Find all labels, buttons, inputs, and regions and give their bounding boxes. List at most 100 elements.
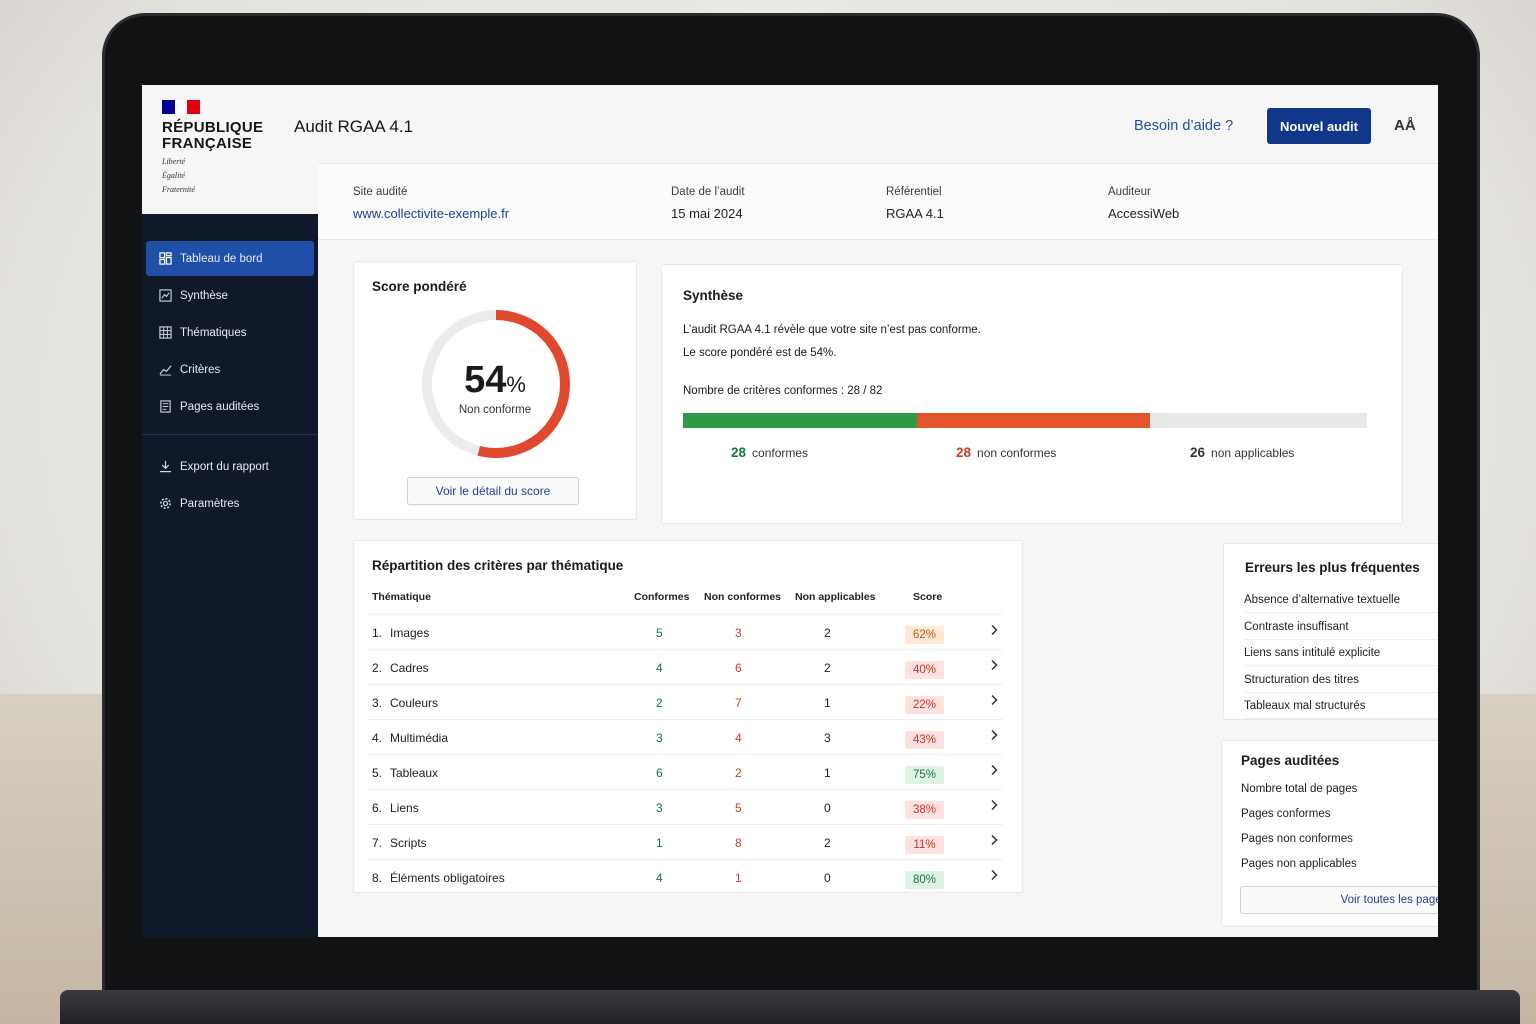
legend-non-conformes-count: 28 bbox=[956, 445, 972, 460]
sidebar-item-export[interactable]: Export du rapport bbox=[146, 449, 314, 484]
row-thematique: Couleurs bbox=[390, 696, 439, 710]
criteria-stacked-bar bbox=[683, 413, 1367, 428]
dashboard-icon bbox=[159, 252, 172, 265]
all-pages-button[interactable]: Voir toutes les pages bbox=[1240, 886, 1438, 914]
synthese-card: Synthèse L’audit RGAA 4.1 révèle que vot… bbox=[661, 264, 1403, 524]
row-thematique: Liens bbox=[390, 801, 419, 815]
trend-icon bbox=[159, 365, 172, 376]
error-item[interactable]: Absence d’alternative textuelle24 bbox=[1244, 587, 1438, 613]
table-row[interactable]: 6. Liens 3 5 0 38% bbox=[368, 789, 1002, 824]
row-number: 6. bbox=[372, 801, 383, 815]
pages-stat-label: Nombre total de pages bbox=[1241, 783, 1358, 795]
chevron-right-icon[interactable] bbox=[989, 799, 999, 811]
row-thematique: Images bbox=[390, 626, 430, 640]
text-size-icon[interactable]: AÅ bbox=[1394, 117, 1416, 134]
audit-site: Site audité www.collectivite-exemple.fr bbox=[353, 186, 509, 221]
pages-auditees-card: Pages auditées Nombre total de pages50 Pa… bbox=[1221, 740, 1438, 927]
row-score-badge: 40% bbox=[905, 661, 944, 679]
row-non-applicables: 0 bbox=[824, 801, 831, 815]
error-item[interactable]: Structuration des titres12 bbox=[1244, 667, 1438, 693]
sidebar: RÉPUBLIQUE FRANÇAISE Liberté Égalité Fra… bbox=[142, 85, 318, 937]
table-row[interactable]: 7. Scripts 1 8 2 11% bbox=[368, 824, 1002, 859]
sidebar-item-parametres[interactable]: Paramètres bbox=[146, 486, 314, 521]
chevron-right-icon[interactable] bbox=[989, 834, 999, 846]
sidebar-item-criteres[interactable]: Critères bbox=[146, 352, 314, 387]
chevron-right-icon[interactable] bbox=[989, 869, 999, 881]
audit-site-link[interactable]: www.collectivite-exemple.fr bbox=[353, 206, 510, 221]
audit-info-bar: Site audité www.collectivite-exemple.fr … bbox=[318, 163, 1438, 240]
score-detail-button[interactable]: Voir le détail du score bbox=[407, 477, 579, 505]
chevron-right-icon[interactable] bbox=[989, 659, 999, 671]
logo-motto-2: Égalité bbox=[162, 171, 186, 180]
score-donut bbox=[422, 310, 570, 458]
sidebar-item-synthese[interactable]: Synthèse bbox=[146, 278, 314, 313]
row-conformes: 4 bbox=[656, 871, 663, 885]
logo-motto-1: Liberté bbox=[162, 157, 186, 166]
chevron-right-icon[interactable] bbox=[989, 694, 999, 706]
sidebar-item-label: Pages auditées bbox=[180, 400, 260, 413]
row-non-conformes: 3 bbox=[735, 626, 742, 640]
row-non-applicables: 3 bbox=[824, 731, 831, 745]
sidebar-item-tableau-de-bord[interactable]: Tableau de bord bbox=[146, 241, 314, 276]
audit-date-label: Date de l’audit bbox=[671, 186, 745, 198]
audit-auditor-label: Auditeur bbox=[1108, 186, 1151, 198]
sidebar-item-pages-auditees[interactable]: Pages auditées bbox=[146, 389, 314, 424]
chevron-right-icon[interactable] bbox=[989, 729, 999, 741]
sidebar-item-thematiques[interactable]: Thématiques bbox=[146, 315, 314, 350]
score-status: Non conforme bbox=[458, 404, 532, 416]
row-thematique: Multimédia bbox=[390, 731, 449, 745]
audit-date-value: 15 mai 2024 bbox=[671, 206, 743, 221]
logo-title-line2: FRANÇAISE bbox=[162, 135, 253, 152]
row-thematique: Scripts bbox=[390, 836, 427, 850]
audit-ref-value: RGAA 4.1 bbox=[886, 206, 944, 221]
audit-auditor-value: AccessiWeb bbox=[1108, 206, 1180, 221]
sidebar-item-label: Export du rapport bbox=[180, 460, 269, 473]
row-score-badge: 75% bbox=[905, 766, 944, 784]
table-row[interactable]: 8. Éléments obligatoires 4 1 0 80% bbox=[368, 859, 1002, 894]
pages-stat-row: Pages conformes10 bbox=[1241, 808, 1438, 820]
row-number: 2. bbox=[372, 661, 383, 675]
help-link[interactable]: Besoin d’aide ? bbox=[1134, 118, 1234, 134]
error-item[interactable]: Liens sans intitulé explicite15 bbox=[1244, 640, 1438, 666]
legend-non-conformes-label: non conformes bbox=[977, 446, 1057, 460]
table-header: Thématique Conformes Non conformes Non a… bbox=[354, 591, 1022, 613]
republique-francaise-logo: RÉPUBLIQUE FRANÇAISE Liberté Égalité Fra… bbox=[142, 85, 318, 214]
french-flag-icon bbox=[162, 100, 201, 114]
laptop-base bbox=[60, 990, 1520, 1024]
row-non-conformes: 5 bbox=[735, 801, 742, 815]
pages-stat-label: Pages non conformes bbox=[1241, 833, 1353, 845]
score-card: Score pondéré 54% Non conforme Voir le d… bbox=[353, 261, 637, 520]
row-non-applicables: 1 bbox=[824, 696, 831, 710]
row-non-applicables: 0 bbox=[824, 871, 831, 885]
row-number: 3. bbox=[372, 696, 383, 710]
row-score-badge: 43% bbox=[905, 731, 944, 749]
table-row[interactable]: 3. Couleurs 2 7 1 22% bbox=[368, 684, 1002, 719]
row-conformes: 1 bbox=[656, 836, 663, 850]
table-row[interactable]: 4. Multimédia 3 4 3 43% bbox=[368, 719, 1002, 754]
chevron-right-icon[interactable] bbox=[989, 624, 999, 636]
table-row[interactable]: 2. Cadres 4 6 2 40% bbox=[368, 649, 1002, 684]
chevron-right-icon[interactable] bbox=[989, 764, 999, 776]
audit-date: Date de l’audit 15 mai 2024 bbox=[671, 186, 745, 221]
legend-non-conformes: 28 non conformes bbox=[956, 445, 1056, 460]
page-title: Audit RGAA 4.1 bbox=[294, 117, 414, 136]
thematiques-title: Répartition des critères par thématique bbox=[372, 558, 624, 573]
audit-auditor: Auditeur AccessiWeb bbox=[1108, 186, 1179, 221]
audit-referentiel: Référentiel RGAA 4.1 bbox=[886, 186, 944, 221]
error-item[interactable]: Tableaux mal structurés7 bbox=[1244, 693, 1438, 719]
row-conformes: 2 bbox=[656, 696, 663, 710]
new-audit-button[interactable]: Nouvel audit bbox=[1267, 108, 1371, 144]
row-non-applicables: 2 bbox=[824, 661, 831, 675]
table-row[interactable]: 1. Images 5 3 2 62% bbox=[368, 614, 1002, 649]
score-unit: % bbox=[506, 372, 526, 397]
table-row[interactable]: 5. Tableaux 6 2 1 75% bbox=[368, 754, 1002, 789]
sidebar-item-label: Tableau de bord bbox=[180, 252, 263, 265]
row-number: 7. bbox=[372, 836, 383, 850]
sidebar-divider bbox=[142, 434, 318, 435]
errors-title: Erreurs les plus fréquentes bbox=[1245, 560, 1420, 575]
error-item[interactable]: Contraste insuffisant18 bbox=[1244, 614, 1438, 640]
synthese-sentence-1: L’audit RGAA 4.1 révèle que votre site n… bbox=[683, 324, 981, 336]
error-label: Tableaux mal structurés bbox=[1244, 700, 1366, 712]
pages-stat-row: Pages non conformes30 bbox=[1241, 833, 1438, 845]
sidebar-item-label: Critères bbox=[180, 363, 221, 376]
